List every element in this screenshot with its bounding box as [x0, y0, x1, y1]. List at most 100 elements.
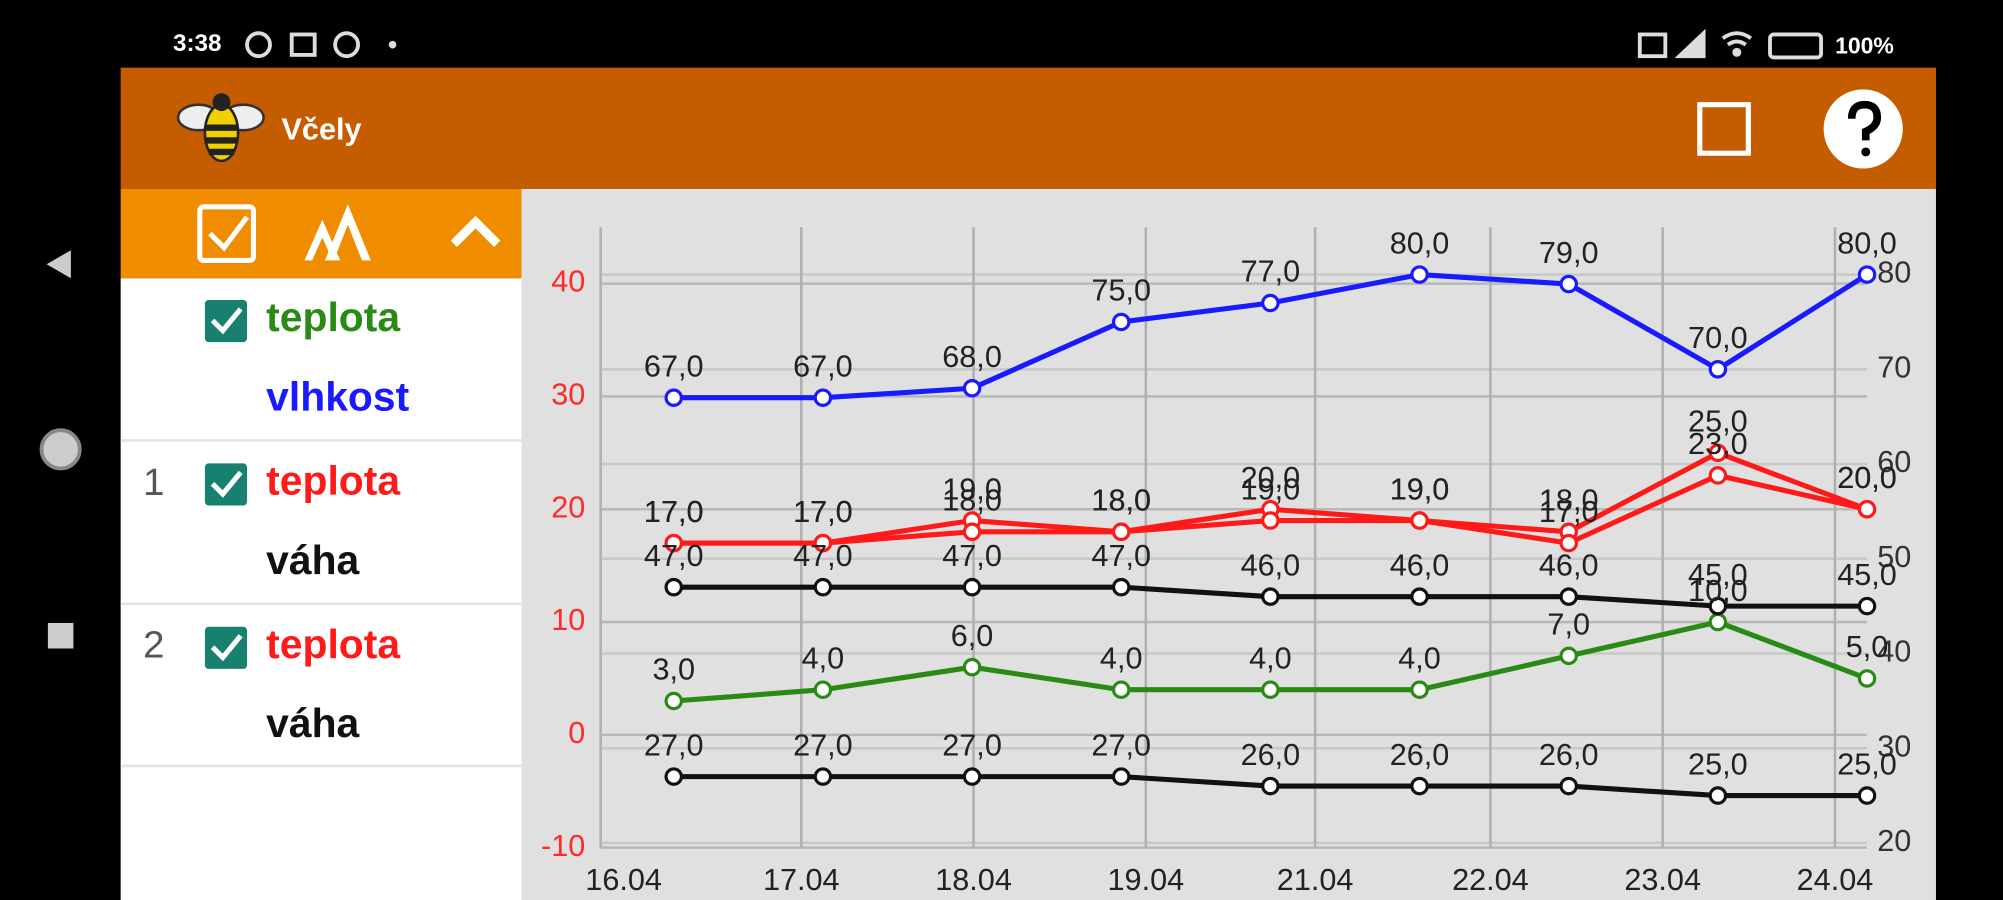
data-label: 46,0	[1241, 548, 1301, 582]
x-tick-label: 19.04	[1108, 863, 1185, 897]
data-label: 77,0	[1241, 255, 1301, 289]
checkbox[interactable]	[204, 300, 248, 343]
data-label: 18,0	[1539, 484, 1599, 518]
sidebar-dividers	[120, 439, 522, 768]
data-point	[1708, 596, 1728, 616]
series-toggle-label[interactable]: váha	[266, 700, 359, 746]
data-label: 17,0	[793, 495, 853, 529]
data-point	[1261, 680, 1280, 699]
data-label: 67,0	[644, 349, 704, 383]
data-label: 47,0	[793, 539, 853, 573]
data-point	[1559, 776, 1578, 796]
bee-icon	[176, 93, 265, 163]
data-label: 17,0	[644, 495, 704, 529]
data-point	[1111, 680, 1131, 699]
data-point	[1857, 596, 1877, 616]
series-toggle-label[interactable]: teplota	[266, 294, 400, 340]
y-tick-label: 20	[551, 490, 585, 524]
data-label: 20,0	[1837, 461, 1897, 495]
data-label: 26,0	[1390, 738, 1450, 772]
data-label: 10,0	[1688, 574, 1748, 608]
data-label: 18,0	[1091, 484, 1151, 518]
data-label: 7,0	[1547, 608, 1590, 642]
checkbox[interactable]	[204, 626, 248, 669]
data-label: 17,0	[644, 495, 704, 529]
data-point	[1708, 612, 1728, 632]
data-point	[664, 767, 683, 786]
data-label: 45,0	[1688, 558, 1748, 592]
data-point	[1708, 466, 1728, 485]
y2-tick-label: 70	[1877, 350, 1911, 384]
y2-tick-label: 50	[1877, 540, 1911, 574]
select-button[interactable]	[1697, 102, 1751, 156]
data-point	[813, 388, 833, 407]
data-point	[813, 533, 833, 553]
data-point	[1857, 499, 1877, 519]
nav-home[interactable]	[39, 428, 82, 471]
data-label: 25,0	[1688, 405, 1748, 439]
status-battery: 100%	[1835, 32, 1894, 58]
data-label: 6,0	[951, 619, 994, 653]
data-point	[1559, 587, 1578, 606]
data-label: 68,0	[942, 340, 1002, 374]
data-label: 47,0	[942, 539, 1002, 573]
y2-tick-label: 60	[1877, 445, 1911, 479]
x-tick-label: 24.04	[1797, 863, 1874, 897]
data-label: 47,0	[644, 539, 704, 573]
data-point	[1261, 587, 1280, 606]
data-point	[1261, 776, 1280, 796]
data-label: 25,0	[1688, 747, 1748, 781]
data-point	[962, 379, 982, 398]
data-label: 67,0	[793, 349, 853, 383]
data-label: 4,0	[1100, 641, 1143, 675]
collapse-button[interactable]	[450, 215, 501, 247]
data-point	[1708, 360, 1728, 379]
series-toggle-label[interactable]: vlhkost	[266, 373, 409, 419]
help-button[interactable]	[1823, 89, 1903, 169]
data-label: 17,0	[793, 495, 853, 529]
font-size-button[interactable]	[304, 204, 371, 261]
data-label: 23,0	[1688, 427, 1748, 461]
data-point	[1559, 274, 1578, 294]
y-tick-label: 10	[551, 603, 585, 637]
y2-tick-label: 80	[1877, 256, 1911, 290]
y-tick-label: 40	[551, 265, 585, 299]
y2-tick-label: 40	[1877, 635, 1911, 669]
nav-back[interactable]	[46, 250, 71, 279]
data-label: 80,0	[1390, 226, 1450, 260]
data-label: 17,0	[1539, 495, 1599, 529]
data-label: 46,0	[1390, 548, 1450, 582]
data-label: 19,0	[942, 472, 1002, 506]
series-toggle-label[interactable]: teplota	[266, 621, 400, 667]
check-all-button[interactable]	[197, 204, 256, 263]
data-label: 26,0	[1241, 738, 1301, 772]
data-point	[1111, 312, 1131, 332]
group-number: 2	[143, 623, 164, 666]
series-toggle-label[interactable]: váha	[266, 537, 359, 583]
checkbox[interactable]	[204, 463, 248, 506]
data-label: 46,0	[1539, 548, 1599, 582]
data-point	[1708, 786, 1728, 805]
data-point	[664, 388, 683, 407]
data-point	[813, 577, 833, 597]
x-tick-label: 23.04	[1624, 863, 1701, 897]
data-label: 25,0	[1837, 747, 1897, 781]
data-point	[1410, 511, 1429, 530]
nav-recents[interactable]	[47, 622, 74, 649]
data-label: 27,0	[942, 728, 1002, 762]
data-label: 27,0	[1091, 728, 1151, 762]
data-label: 5,0	[1846, 630, 1889, 664]
data-label: 19,0	[1390, 472, 1450, 506]
y2-tick-label: 30	[1877, 729, 1911, 763]
data-label: 20,0	[1241, 461, 1301, 495]
data-point	[1261, 511, 1280, 530]
data-point	[1410, 680, 1429, 699]
data-label: 27,0	[644, 728, 704, 762]
data-label: 20,0	[1837, 461, 1897, 495]
data-point	[1111, 577, 1131, 597]
series-toggle-label[interactable]: teplota	[266, 458, 400, 504]
y-tick-label: 0	[568, 716, 585, 750]
data-label: 79,0	[1539, 236, 1599, 270]
